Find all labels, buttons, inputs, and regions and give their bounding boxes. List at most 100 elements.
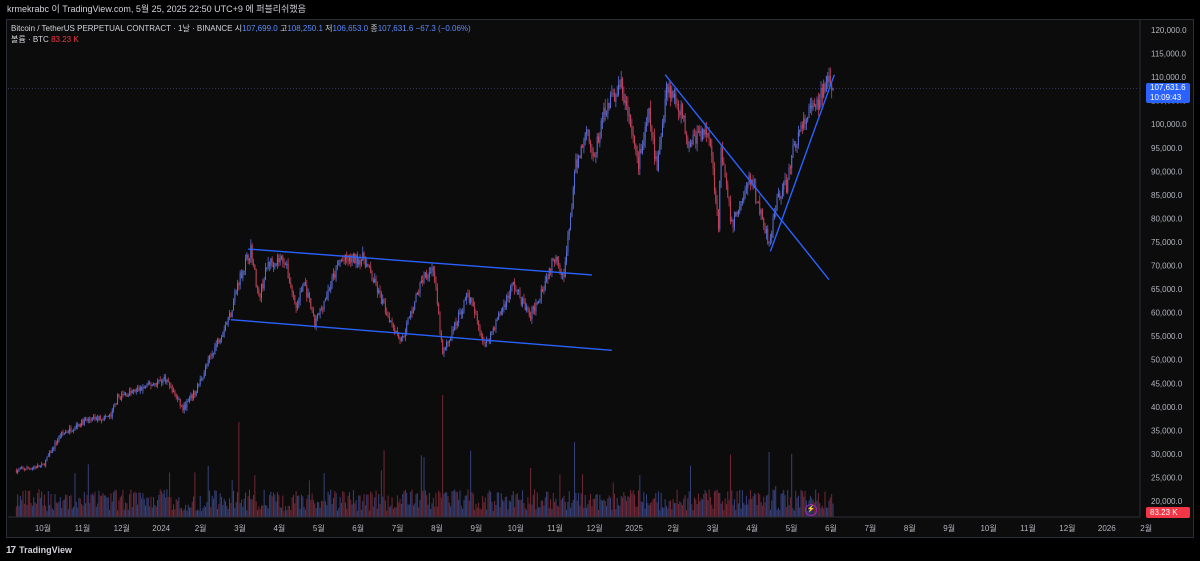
volume-bar (279, 507, 281, 517)
volume-bar (241, 499, 243, 517)
volume-bar (239, 503, 241, 517)
candle-body (347, 259, 349, 262)
candle-body (98, 416, 100, 421)
candle-body (463, 299, 465, 311)
volume-bar (47, 491, 49, 517)
candle-body (721, 147, 723, 163)
candle-body (50, 451, 52, 454)
volume-bar (398, 502, 400, 517)
volume-bar (631, 493, 633, 517)
candle-body (351, 257, 353, 263)
volume-bar (234, 507, 236, 517)
volume-bar (535, 509, 537, 517)
candle-body (558, 260, 560, 266)
volume-bar (79, 498, 81, 517)
tradingview-logo[interactable]: 17 TradingView (6, 540, 72, 561)
candle-body (65, 431, 67, 434)
candle-body (380, 293, 382, 304)
candle-body (115, 403, 117, 405)
lightning-icon[interactable]: ⚡ (805, 504, 817, 516)
volume-bar (335, 492, 337, 517)
candle-body (335, 266, 337, 278)
candle-body (388, 316, 390, 323)
candle-body (262, 283, 264, 289)
candle-body (538, 301, 540, 303)
candle-body (183, 404, 185, 411)
volume-bar (358, 495, 360, 517)
volume-bar (245, 492, 246, 517)
volume-bar (427, 504, 429, 517)
volume-bar (150, 496, 152, 517)
volume-bar (689, 465, 691, 517)
candle-body (58, 436, 60, 441)
candle-body (655, 156, 657, 159)
legend-volume-label[interactable]: 볼륨 · BTC (11, 35, 49, 44)
candle-body (153, 383, 155, 386)
candle-body (606, 114, 608, 115)
volume-bar (319, 507, 321, 517)
candle-body (667, 83, 669, 93)
candle-body (422, 280, 424, 283)
candle-body (657, 154, 659, 171)
volume-bar (347, 495, 349, 517)
volume-bar (314, 503, 316, 517)
volume-bar (504, 496, 506, 517)
volume-bar (520, 499, 522, 517)
volume-bar (459, 490, 461, 517)
candle-body (475, 314, 477, 315)
price-chart[interactable]: 120,000.0115,000.0110,000.0105,000.0100,… (0, 0, 1200, 540)
volume-bar (555, 498, 557, 517)
candle-body (787, 179, 789, 192)
candle-body (781, 189, 783, 197)
volume-bar (218, 504, 220, 517)
candle-body (768, 241, 770, 243)
volume-bar (693, 497, 695, 517)
volume-bar (374, 497, 376, 517)
volume-bar (650, 503, 651, 517)
legend-symbol[interactable]: Bitcoin / TetherUS PERPETUAL CONTRACT · … (11, 24, 233, 33)
volume-bar (709, 497, 711, 517)
volume-bar (406, 492, 408, 517)
volume-bar (610, 497, 612, 517)
candle-body (270, 258, 272, 266)
candle-body (408, 317, 410, 319)
candle-body (167, 379, 169, 382)
volume-bar (394, 507, 396, 517)
candle-body (777, 193, 779, 198)
candle-body (101, 419, 103, 421)
volume-bar (823, 508, 825, 517)
candle-body (439, 312, 441, 334)
volume-bar (71, 508, 73, 517)
volume-bar (490, 491, 492, 517)
x-tick-label: 12월 (114, 523, 130, 533)
candle-body (403, 336, 405, 337)
y-tick-label: 75,000.0 (1151, 238, 1183, 247)
volume-bar (692, 510, 694, 517)
y-tick-label: 35,000.0 (1151, 426, 1183, 435)
volume-bar (346, 508, 348, 517)
volume-bar (157, 500, 159, 517)
volume-bar (38, 489, 40, 517)
candle-body (426, 272, 428, 279)
candle-body (547, 277, 549, 279)
volume-bar (311, 493, 313, 517)
volume-bar (226, 506, 228, 517)
candle-body (639, 149, 641, 169)
y-tick-label: 30,000.0 (1151, 450, 1183, 459)
candle-body (607, 103, 609, 115)
volume-bar (396, 495, 398, 517)
y-tick-label: 20,000.0 (1151, 497, 1183, 506)
candle-body (530, 315, 532, 320)
volume-bar (298, 495, 300, 517)
candle-body (811, 105, 813, 109)
volume-bar (247, 496, 249, 517)
volume-bar (767, 494, 769, 517)
volume-bar (743, 503, 745, 517)
volume-bar (795, 490, 797, 517)
volume-bar (300, 494, 302, 517)
candle-body (75, 424, 77, 429)
volume-bar (41, 491, 43, 517)
candle-body (616, 94, 618, 96)
candle-body (416, 293, 418, 295)
candle-body (817, 99, 819, 110)
